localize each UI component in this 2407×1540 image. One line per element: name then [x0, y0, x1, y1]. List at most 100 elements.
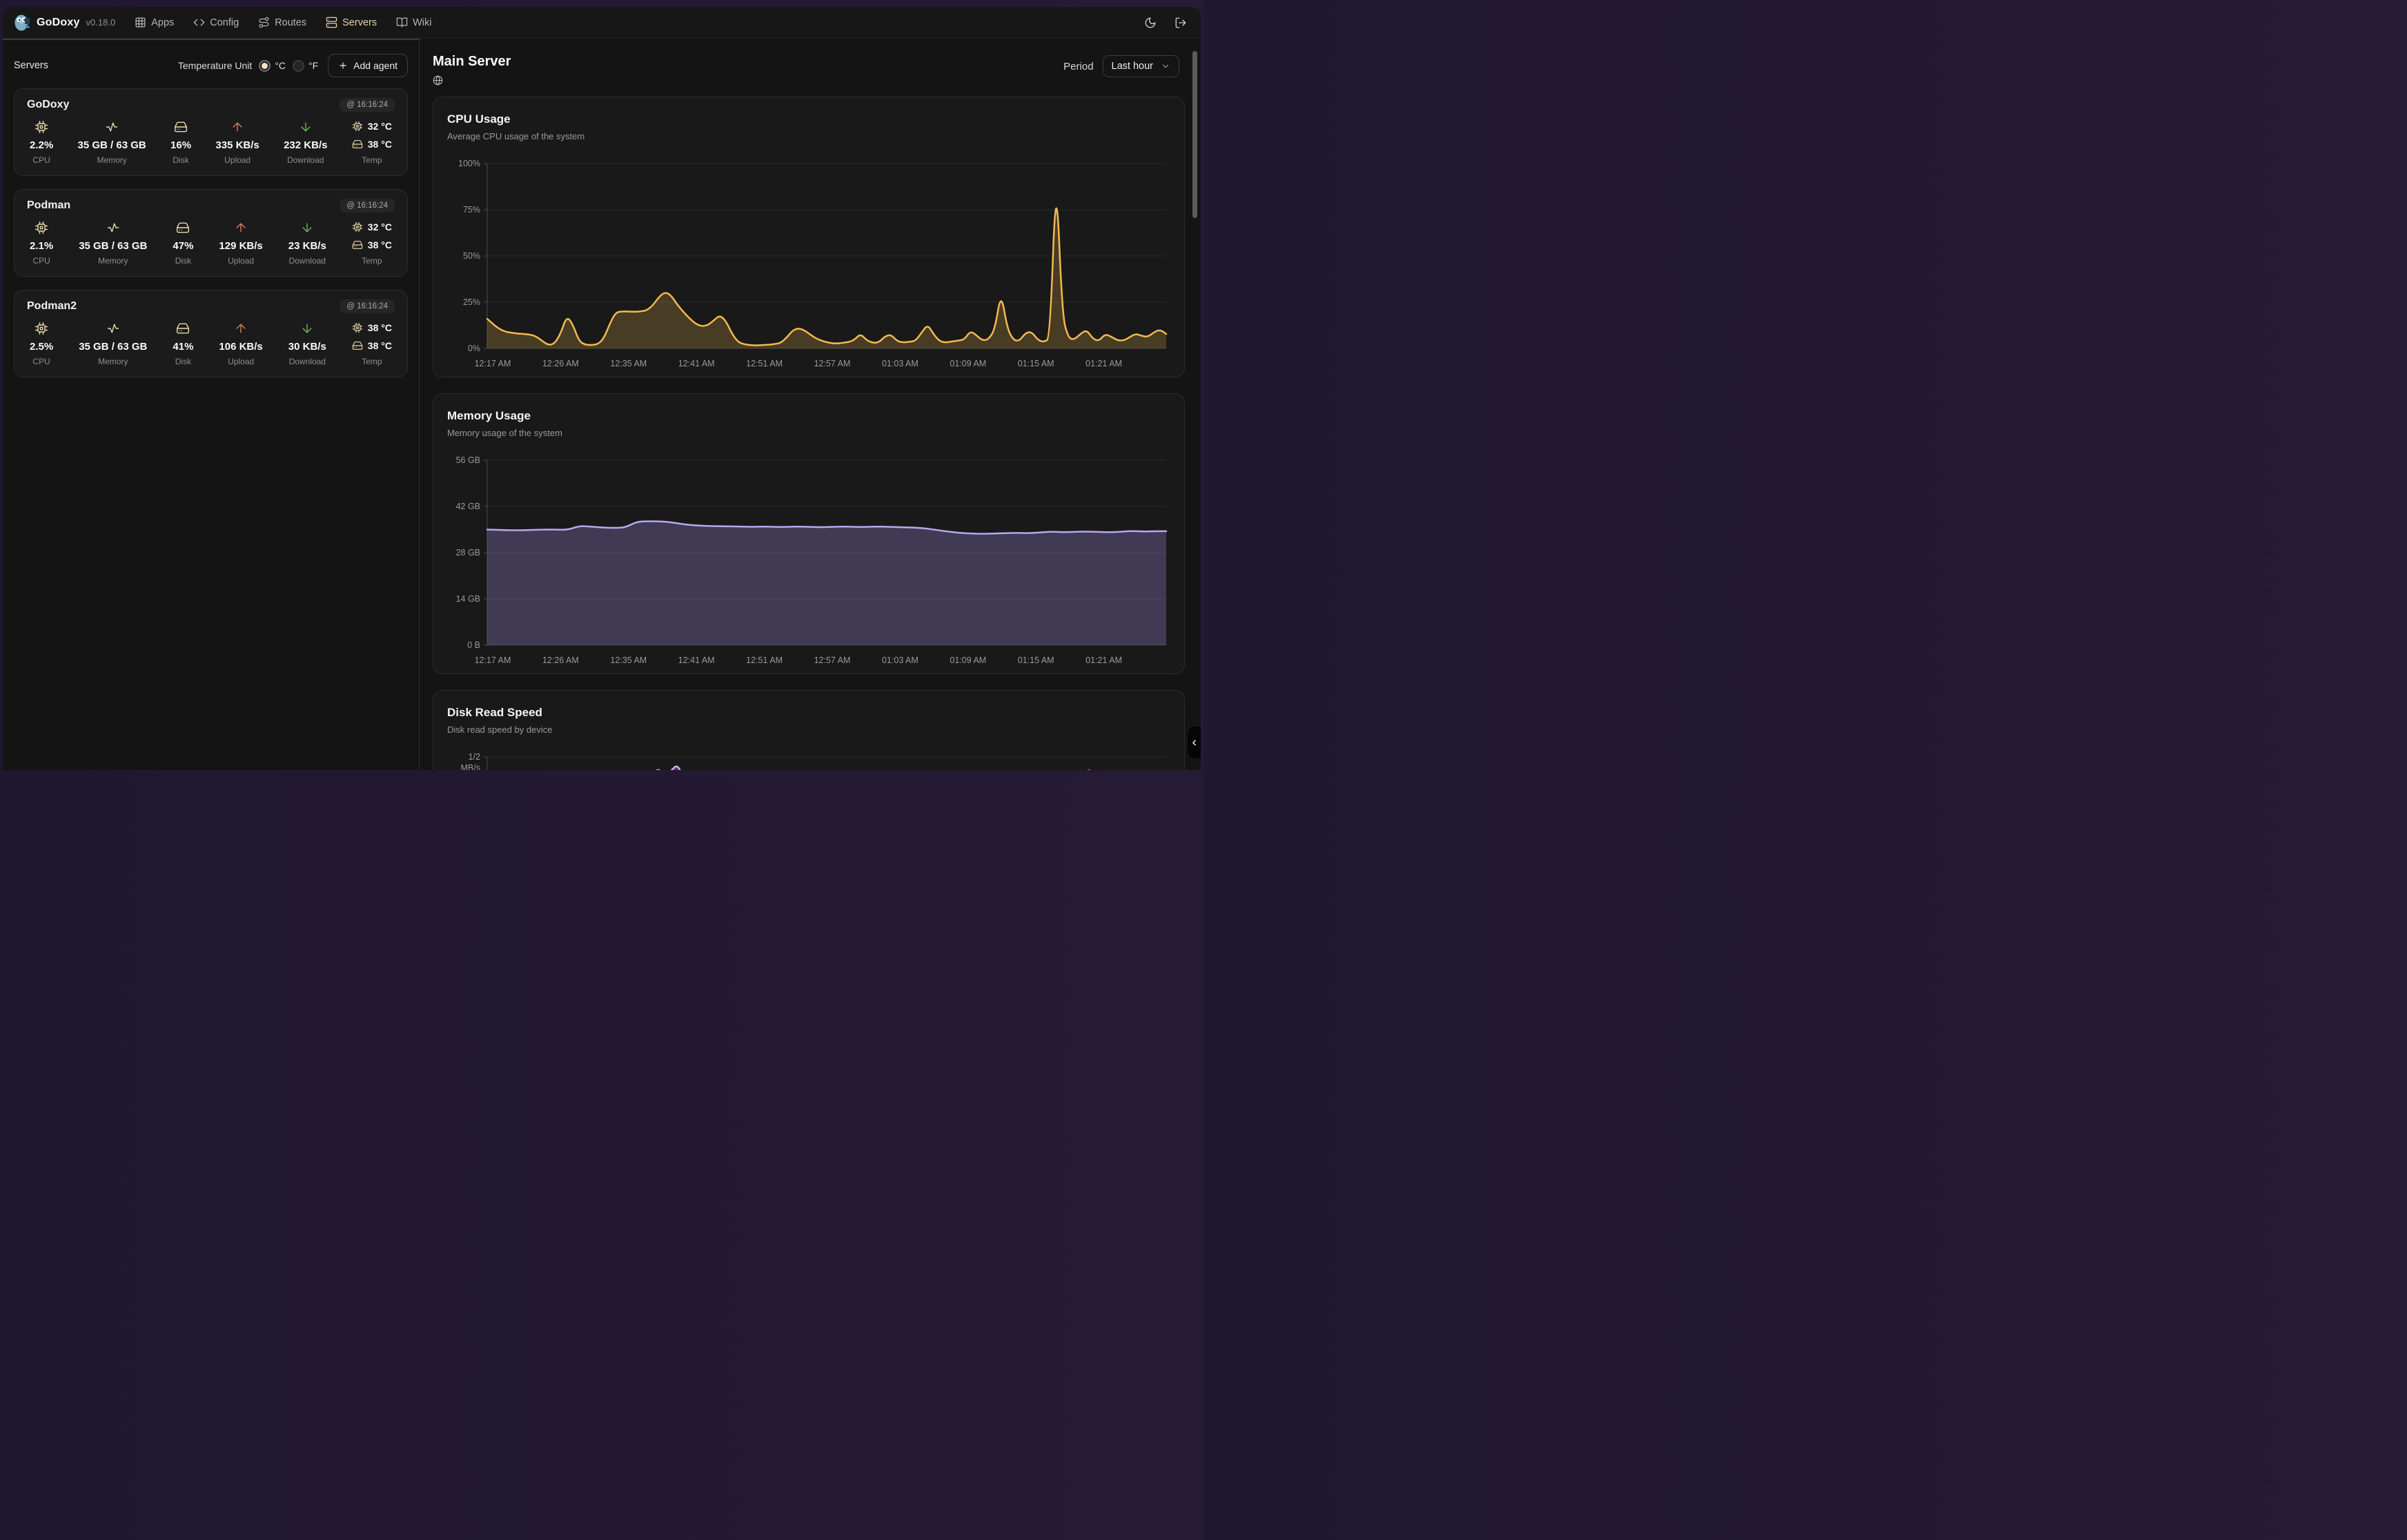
- navbar: GoDoxy v0.18.0 Apps Config Routes: [3, 7, 1201, 39]
- download-label: Download: [288, 256, 326, 266]
- cpu-temp-value: 38 °C: [367, 322, 392, 333]
- svg-text:01:03 AM: 01:03 AM: [882, 359, 918, 368]
- download-stat: 23 KB/s Download: [288, 218, 326, 266]
- svg-text:12:41 AM: 12:41 AM: [678, 655, 715, 665]
- chevron-left-icon: [1192, 740, 1196, 745]
- svg-text:0 B: 0 B: [467, 640, 480, 650]
- svg-text:25%: 25%: [463, 297, 480, 307]
- disk-stat: 41% Disk: [173, 319, 193, 366]
- nav-item-label: Config: [210, 17, 239, 28]
- svg-text:12:35 AM: 12:35 AM: [610, 359, 647, 368]
- nav-item-wiki[interactable]: Wiki: [396, 17, 432, 28]
- nav-item-apps[interactable]: Apps: [135, 17, 174, 28]
- hard-drive-icon: [174, 117, 188, 137]
- svg-text:12:51 AM: 12:51 AM: [746, 655, 783, 665]
- nav-item-routes[interactable]: Routes: [258, 17, 306, 28]
- activity-icon: [106, 319, 120, 338]
- arrow-up-icon: [234, 218, 248, 237]
- period-row: Period Last hour: [1063, 55, 1179, 77]
- disk-temp-value: 38 °C: [367, 139, 392, 150]
- cpu-value: 2.5%: [30, 340, 54, 353]
- upload-value: 129 KB/s: [219, 239, 263, 252]
- globe-icon[interactable]: [433, 75, 443, 86]
- hard-drive-icon: [352, 241, 363, 249]
- page: GoDoxy v0.18.0 Apps Config Routes: [0, 0, 1204, 770]
- download-value: 232 KB/s: [284, 139, 328, 151]
- disk-value: 47%: [173, 239, 194, 252]
- cpu-label: CPU: [32, 357, 50, 366]
- disk-read-speed-chart: 1/2MB/s: [461, 752, 1166, 770]
- panel-collapse-toggle[interactable]: [1188, 727, 1201, 758]
- download-label: Download: [287, 155, 324, 165]
- svg-text:01:03 AM: 01:03 AM: [882, 655, 918, 665]
- add-agent-button[interactable]: Add agent: [328, 54, 408, 77]
- server-timestamp-badge: @ 16:16:24: [340, 98, 395, 112]
- hard-drive-icon: [176, 319, 190, 338]
- brand[interactable]: GoDoxy v0.18.0: [14, 14, 115, 32]
- charts-column: CPU Usage Average CPU usage of the syste…: [433, 97, 1201, 770]
- svg-text:01:09 AM: 01:09 AM: [950, 655, 986, 665]
- cpu-usage-card: CPU Usage Average CPU usage of the syste…: [433, 97, 1185, 377]
- period-select[interactable]: Last hour: [1102, 55, 1179, 77]
- vertical-scrollbar[interactable]: [1192, 47, 1197, 770]
- cpu-icon: [352, 322, 363, 333]
- cpu-icon: [352, 221, 363, 233]
- cpu-icon: [35, 319, 48, 338]
- memory-usage-card: Memory Usage Memory usage of the system …: [433, 393, 1185, 674]
- servers-sidebar: Servers Temperature Unit °C °F: [3, 39, 420, 770]
- temperature-unit-group: Temperature Unit °C °F: [178, 59, 318, 72]
- upload-value: 335 KB/s: [215, 139, 259, 151]
- server-card-podman[interactable]: Podman @ 16:16:24 2.1% CPU 35 GB: [14, 189, 408, 277]
- svg-text:12:57 AM: 12:57 AM: [814, 359, 851, 368]
- svg-text:12:35 AM: 12:35 AM: [610, 655, 647, 665]
- book-open-icon: [396, 17, 408, 28]
- nav-item-config[interactable]: Config: [193, 17, 239, 28]
- memory-stat: 35 GB / 63 GB Memory: [79, 218, 147, 266]
- disk-temp-value: 38 °C: [367, 239, 392, 250]
- upload-stat: 129 KB/s Upload: [219, 218, 263, 266]
- cpu-icon: [352, 121, 362, 132]
- memory-stat: 35 GB / 63 GB Memory: [79, 319, 147, 366]
- svg-text:14 GB: 14 GB: [456, 594, 480, 604]
- svg-text:12:17 AM: 12:17 AM: [475, 655, 511, 665]
- disk-value: 16%: [170, 139, 192, 151]
- svg-text:0%: 0%: [468, 344, 480, 353]
- code-icon: [194, 19, 205, 26]
- disk-label: Disk: [175, 357, 192, 366]
- upload-label: Upload: [228, 357, 255, 366]
- radio-unselected[interactable]: [293, 59, 304, 72]
- scrollbar-thumb[interactable]: [1192, 51, 1197, 218]
- svg-text:12:41 AM: 12:41 AM: [678, 359, 715, 368]
- nav-item-label: Servers: [342, 17, 377, 28]
- logout-icon[interactable]: [1175, 17, 1187, 29]
- memory-value: 35 GB / 63 GB: [79, 239, 148, 252]
- nav-item-servers[interactable]: Servers: [326, 17, 377, 28]
- radio-selected[interactable]: [259, 59, 271, 72]
- svg-text:MB/s: MB/s: [461, 763, 480, 770]
- server-name: Podman: [27, 199, 71, 211]
- page-title: Main Server: [433, 54, 511, 69]
- sidebar-header: Servers Temperature Unit °C °F: [3, 40, 419, 88]
- svg-text:12:57 AM: 12:57 AM: [814, 655, 851, 665]
- hard-drive-icon: [176, 218, 190, 237]
- nav-item-label: Apps: [151, 17, 175, 28]
- arrow-up-icon: [234, 319, 248, 338]
- activity-icon: [105, 117, 119, 137]
- server-list: GoDoxy @ 16:16:24 2.2% CPU 35 GB: [3, 88, 419, 377]
- server-icon: [326, 17, 337, 28]
- arrow-up-icon: [230, 117, 244, 137]
- upload-stat: 335 KB/s Upload: [215, 117, 259, 165]
- cpu-temp-value: 32 °C: [367, 221, 392, 233]
- chart-subtitle: Memory usage of the system: [447, 428, 562, 438]
- disk-read-speed-card: Disk Read Speed Disk read speed by devic…: [433, 690, 1185, 770]
- svg-text:75%: 75%: [463, 205, 480, 215]
- memory-label: Memory: [97, 155, 127, 165]
- celsius-radio[interactable]: °C: [259, 59, 286, 72]
- cpu-label: CPU: [32, 256, 50, 266]
- godoxy-logo-icon: [14, 14, 30, 30]
- fahrenheit-radio[interactable]: °F: [293, 59, 318, 72]
- arrow-down-icon: [300, 218, 314, 237]
- server-card-podman2[interactable]: Podman2 @ 16:16:24 2.5% CPU 35 GB: [14, 290, 408, 377]
- server-card-godoxy[interactable]: GoDoxy @ 16:16:24 2.2% CPU 35 GB: [14, 88, 408, 176]
- theme-toggle-moon-icon[interactable]: [1144, 17, 1157, 29]
